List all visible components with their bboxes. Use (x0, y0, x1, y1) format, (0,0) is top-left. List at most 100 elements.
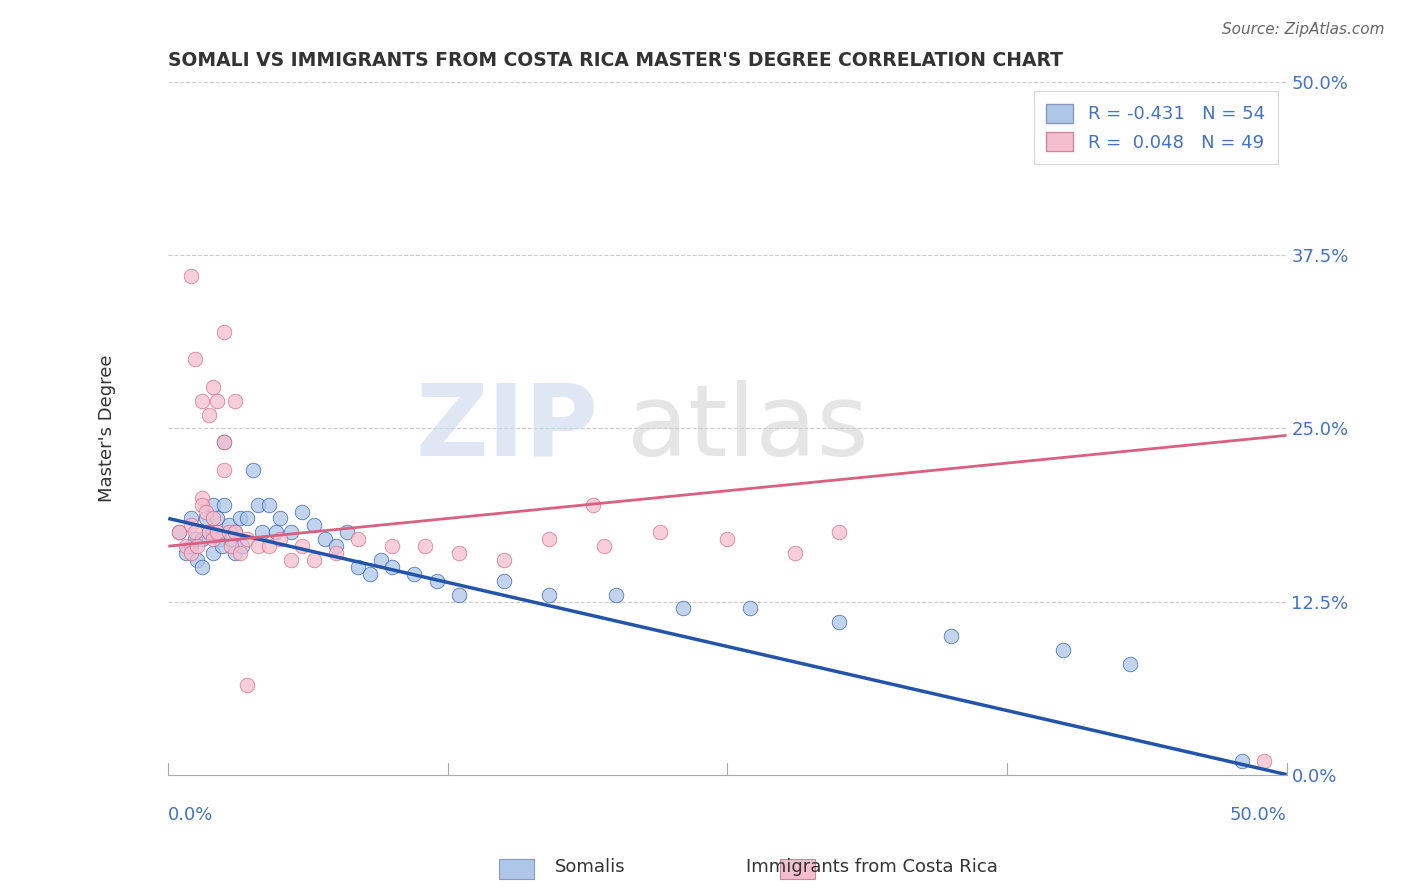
Point (212, 325, 235, 339)
Point (269, 511, 291, 525)
Point (184, 533, 207, 547)
Legend: R = -0.431   N = 54, R =  0.048   N = 49: R = -0.431 N = 54, R = 0.048 N = 49 (1033, 91, 1278, 164)
Point (202, 546, 225, 560)
Point (492, 574, 515, 588)
Point (207, 511, 229, 525)
Point (212, 435, 235, 450)
Point (302, 518, 325, 533)
Point (359, 566, 381, 581)
Text: SOMALI VS IMMIGRANTS FROM COSTA RICA MASTER'S DEGREE CORRELATION CHART: SOMALI VS IMMIGRANTS FROM COSTA RICA MAS… (169, 51, 1063, 70)
Point (828, 525, 851, 540)
Point (186, 553, 208, 567)
Point (447, 546, 470, 560)
Point (370, 553, 392, 567)
Text: Somalis: Somalis (555, 858, 626, 876)
Point (415, 539, 437, 553)
Point (336, 525, 359, 540)
Point (325, 546, 347, 560)
Point (246, 498, 269, 512)
Point (169, 525, 191, 540)
Text: 0.0%: 0.0% (169, 805, 214, 823)
Point (264, 525, 287, 540)
Point (207, 393, 229, 408)
Point (224, 546, 246, 560)
Point (202, 380, 225, 394)
Point (492, 553, 515, 567)
Point (224, 525, 246, 540)
Point (404, 566, 426, 581)
Text: 50.0%: 50.0% (1230, 805, 1286, 823)
Point (202, 533, 225, 547)
Point (447, 588, 470, 602)
Point (174, 546, 197, 560)
Point (229, 546, 252, 560)
Point (1230, 754, 1253, 768)
Point (211, 539, 233, 553)
Point (197, 525, 219, 540)
Point (191, 533, 214, 547)
Point (208, 533, 231, 547)
Point (229, 511, 252, 525)
Point (180, 269, 202, 284)
Point (174, 539, 197, 553)
Point (218, 518, 240, 533)
Point (180, 539, 202, 553)
Point (212, 463, 235, 477)
Point (650, 525, 672, 540)
Point (197, 408, 219, 422)
Point (195, 504, 218, 518)
Point (235, 511, 257, 525)
Point (242, 463, 264, 477)
Point (219, 533, 242, 547)
Point (186, 539, 208, 553)
Point (537, 588, 560, 602)
Point (593, 539, 616, 553)
Point (1253, 754, 1275, 768)
Point (180, 511, 202, 525)
Point (257, 498, 280, 512)
Point (184, 525, 207, 540)
Point (381, 560, 404, 574)
Point (291, 539, 314, 553)
Point (716, 533, 738, 547)
Point (325, 539, 347, 553)
Point (202, 525, 225, 540)
Point (582, 498, 605, 512)
Point (184, 352, 207, 367)
Point (314, 533, 336, 547)
Point (191, 491, 214, 505)
Point (197, 525, 219, 540)
Point (605, 588, 627, 602)
Point (783, 546, 806, 560)
Point (246, 539, 269, 553)
Text: Source: ZipAtlas.com: Source: ZipAtlas.com (1222, 22, 1385, 37)
Text: Master's Degree: Master's Degree (98, 355, 115, 502)
Point (180, 518, 202, 533)
Point (537, 533, 560, 547)
Point (1119, 657, 1142, 671)
Point (231, 539, 253, 553)
Point (191, 393, 214, 408)
Point (302, 553, 325, 567)
Point (235, 533, 257, 547)
Point (828, 615, 851, 630)
Point (169, 525, 191, 540)
Point (347, 560, 370, 574)
Point (202, 498, 225, 512)
Text: atlas: atlas (627, 380, 869, 477)
Point (1052, 643, 1074, 657)
Point (672, 601, 695, 615)
Point (212, 435, 235, 450)
Point (191, 498, 214, 512)
Point (235, 677, 257, 691)
Point (195, 511, 218, 525)
Point (218, 525, 240, 540)
Point (207, 525, 229, 540)
Text: Immigrants from Costa Rica: Immigrants from Costa Rica (745, 858, 998, 876)
Point (202, 511, 225, 525)
Point (280, 553, 302, 567)
Text: ZIP: ZIP (416, 380, 599, 477)
Point (212, 498, 235, 512)
Point (224, 525, 246, 540)
Point (280, 525, 302, 540)
